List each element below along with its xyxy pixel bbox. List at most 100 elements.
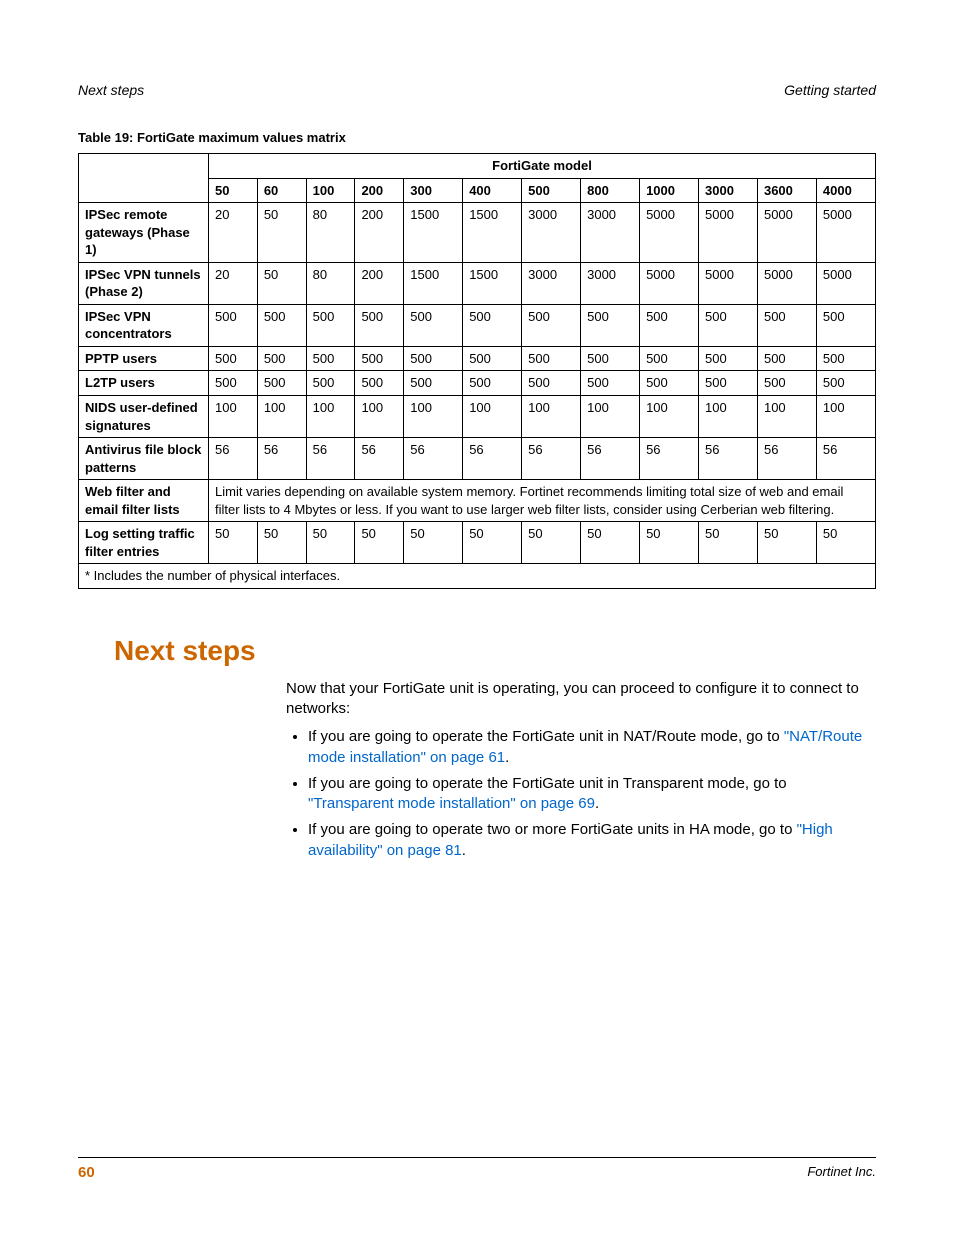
model-header: 4000 — [816, 178, 875, 203]
list-item-text: . — [462, 842, 466, 859]
table-footnote: * Includes the number of physical interf… — [79, 564, 876, 589]
table-cell: 500 — [522, 346, 581, 371]
table-cell: 100 — [757, 396, 816, 438]
list-item-text: . — [595, 795, 599, 812]
table-cell: 100 — [699, 396, 758, 438]
table-cell: 500 — [463, 371, 522, 396]
table-cell: 3000 — [522, 262, 581, 304]
table-cell: 500 — [306, 304, 355, 346]
table-cell: 5000 — [816, 262, 875, 304]
model-header: 1000 — [640, 178, 699, 203]
table-row: IPSec remote gateways (Phase 1)205080200… — [79, 203, 876, 263]
table-cell: 5000 — [699, 203, 758, 263]
table-cell: 500 — [640, 346, 699, 371]
page-footer: 60 Fortinet Inc. — [78, 1157, 876, 1181]
table-cell: 56 — [581, 438, 640, 480]
model-header: 100 — [306, 178, 355, 203]
table-cell: 500 — [757, 371, 816, 396]
table-cell: 500 — [463, 346, 522, 371]
table-cell: 50 — [699, 522, 758, 564]
table-cell: 500 — [816, 346, 875, 371]
table-cell: 50 — [209, 522, 258, 564]
table-cell: 500 — [640, 304, 699, 346]
table-corner — [79, 154, 209, 203]
table-cell: 500 — [522, 304, 581, 346]
row-label: Log setting traffic filter entries — [79, 522, 209, 564]
table-cell: 20 — [209, 203, 258, 263]
table-row: Log setting traffic filter entries505050… — [79, 522, 876, 564]
table-cell-merged: Limit varies depending on available syst… — [209, 480, 876, 522]
model-header: 500 — [522, 178, 581, 203]
table-cell: 3000 — [522, 203, 581, 263]
table-cell: 500 — [522, 371, 581, 396]
table-cell: 56 — [816, 438, 875, 480]
table-cell: 50 — [816, 522, 875, 564]
table-cell: 500 — [640, 371, 699, 396]
row-label: L2TP users — [79, 371, 209, 396]
table-cell: 500 — [581, 304, 640, 346]
model-header: 300 — [404, 178, 463, 203]
table-cell: 50 — [640, 522, 699, 564]
model-header: 800 — [581, 178, 640, 203]
row-label: IPSec VPN tunnels (Phase 2) — [79, 262, 209, 304]
page: Next steps Getting started Table 19: For… — [0, 0, 954, 1235]
table-cell: 50 — [306, 522, 355, 564]
table-cell: 50 — [257, 203, 306, 263]
row-label: NIDS user-defined signatures — [79, 396, 209, 438]
table-cell: 500 — [355, 346, 404, 371]
table-cell: 56 — [209, 438, 258, 480]
table-cell: 100 — [306, 396, 355, 438]
table-cell: 500 — [257, 346, 306, 371]
row-label: Web filter and email filter lists — [79, 480, 209, 522]
table-cell: 50 — [355, 522, 404, 564]
table-cell: 500 — [209, 371, 258, 396]
table-group-header: FortiGate model — [209, 154, 876, 179]
table-cell: 50 — [581, 522, 640, 564]
model-header: 60 — [257, 178, 306, 203]
table-row: NIDS user-defined signatures100100100100… — [79, 396, 876, 438]
table-cell: 3000 — [581, 203, 640, 263]
table-cell: 500 — [257, 371, 306, 396]
table-cell: 500 — [404, 371, 463, 396]
table-cell: 56 — [463, 438, 522, 480]
table-cell: 500 — [757, 304, 816, 346]
table-cell: 500 — [757, 346, 816, 371]
page-number: 60 — [78, 1164, 95, 1181]
row-label: Antivirus file block patterns — [79, 438, 209, 480]
table-row: IPSec VPN concentrators50050050050050050… — [79, 304, 876, 346]
model-header: 3000 — [699, 178, 758, 203]
row-label: PPTP users — [79, 346, 209, 371]
table-cell: 50 — [257, 522, 306, 564]
table-cell: 80 — [306, 262, 355, 304]
table-cell: 5000 — [816, 203, 875, 263]
table-cell: 100 — [640, 396, 699, 438]
table-row: Web filter and email filter listsLimit v… — [79, 480, 876, 522]
table-cell: 56 — [522, 438, 581, 480]
table-cell: 20 — [209, 262, 258, 304]
list-item: If you are going to operate the FortiGat… — [308, 727, 876, 768]
table-cell: 100 — [404, 396, 463, 438]
table-cell: 500 — [699, 304, 758, 346]
model-header: 3600 — [757, 178, 816, 203]
table-cell: 500 — [306, 371, 355, 396]
table-row: Antivirus file block patterns56565656565… — [79, 438, 876, 480]
table-cell: 5000 — [757, 203, 816, 263]
footer-right: Fortinet Inc. — [807, 1164, 876, 1181]
table-cell: 5000 — [640, 262, 699, 304]
row-label: IPSec VPN concentrators — [79, 304, 209, 346]
table-cell: 5000 — [757, 262, 816, 304]
table-cell: 56 — [404, 438, 463, 480]
header-left: Next steps — [78, 82, 144, 98]
cross-reference-link[interactable]: "Transparent mode installation" on page … — [308, 795, 595, 812]
table-cell: 200 — [355, 262, 404, 304]
table-cell: 500 — [355, 371, 404, 396]
table-cell: 500 — [816, 304, 875, 346]
page-header: Next steps Getting started — [78, 82, 876, 98]
table-cell: 100 — [355, 396, 404, 438]
table-cell: 5000 — [699, 262, 758, 304]
list-item: If you are going to operate two or more … — [308, 820, 876, 861]
table-cell: 100 — [257, 396, 306, 438]
section-list: If you are going to operate the FortiGat… — [286, 727, 876, 861]
table-cell: 100 — [209, 396, 258, 438]
table-title: Table 19: FortiGate maximum values matri… — [78, 130, 876, 145]
